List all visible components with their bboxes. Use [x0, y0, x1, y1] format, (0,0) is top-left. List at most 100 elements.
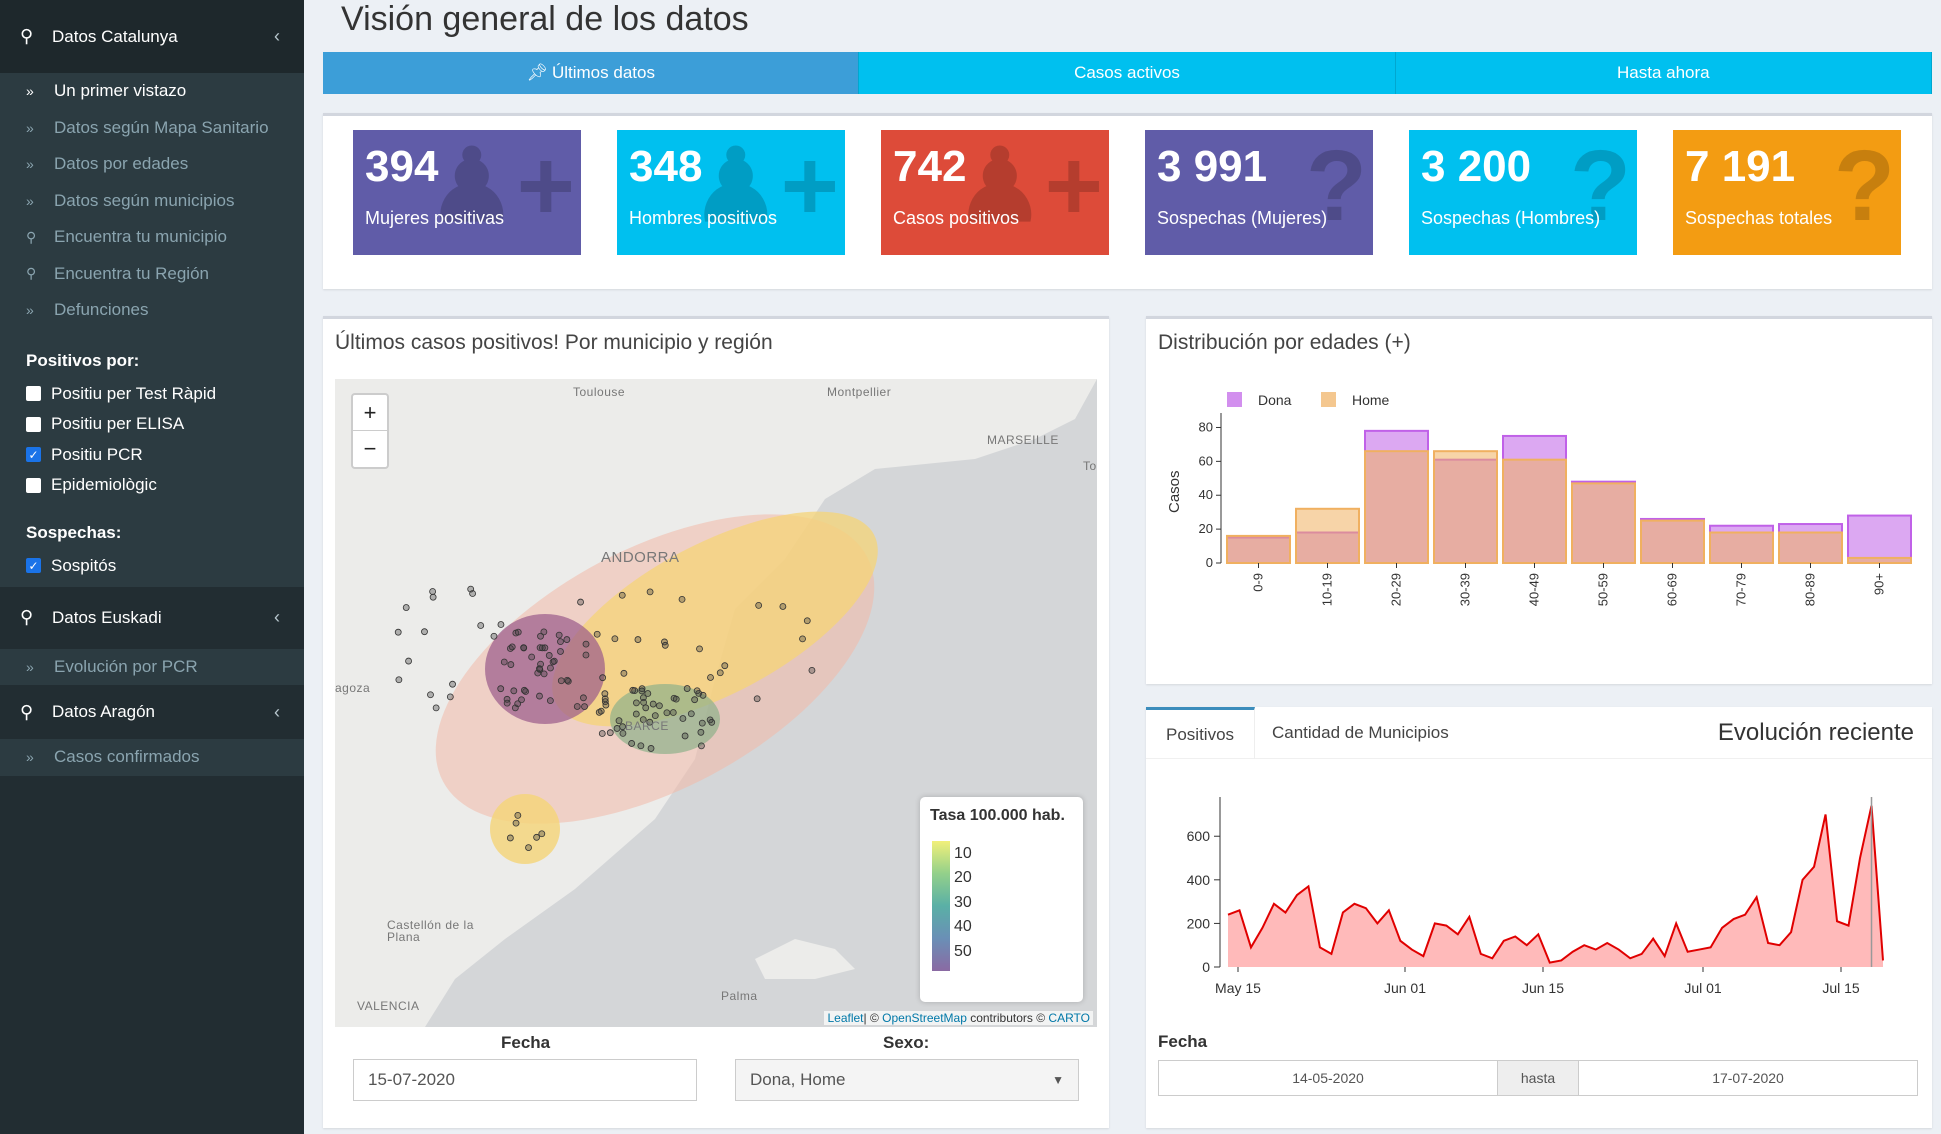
sidebar-section-aragon[interactable]: ⚲ Datos Aragón ‹ — [0, 685, 304, 739]
legend-title: Tasa 100.000 hab. — [930, 807, 1065, 824]
map-point — [647, 745, 655, 752]
checkbox-sospitos[interactable]: ✓ Sospitós — [0, 551, 304, 587]
x-tick-label: May 15 — [1215, 980, 1261, 996]
map-label-montpellier: Montpellier — [827, 385, 892, 399]
sidebar-item-encuentra-region[interactable]: ⚲ Encuentra tu Región — [0, 256, 304, 293]
legend-tick: 10 — [954, 845, 972, 862]
caret-down-icon: ▼ — [1052, 1073, 1064, 1087]
tab-label: Casos activos — [1074, 63, 1180, 82]
x-tick-label: 0-9 — [1251, 573, 1266, 592]
kpi-value: 742 — [893, 142, 967, 191]
map-point — [683, 685, 691, 692]
map[interactable]: + − Toulouse Montpellier MARSEILLE To AN… — [335, 379, 1097, 1027]
sidebar-item-edades[interactable]: » Datos por edades — [0, 146, 304, 183]
map-panel: Últimos casos positivos! Por municipio y… — [323, 316, 1109, 1128]
sidebar-section-label: Datos Catalunya — [52, 26, 178, 46]
double-chevron-icon: » — [26, 192, 34, 209]
tab-casos-activos[interactable]: Casos activos — [859, 52, 1396, 94]
sidebar-item-mapa-sanitario[interactable]: » Datos según Mapa Sanitario — [0, 110, 304, 147]
map-point — [506, 834, 514, 842]
checkbox-icon[interactable] — [26, 477, 41, 493]
bar-home — [1847, 556, 1912, 565]
map-point — [405, 657, 412, 665]
checkbox-test-rapid[interactable]: Positiu per Test Ràpid — [0, 379, 304, 410]
carto-link[interactable]: CARTO — [1048, 1011, 1090, 1025]
map-point — [577, 598, 584, 606]
sidebar-item-encuentra-municipio[interactable]: ⚲ Encuentra tu municipio — [0, 219, 304, 256]
sidebar-section-catalunya[interactable]: ⚲ Datos Catalunya ‹ — [0, 0, 304, 73]
zoom-out-button[interactable]: − — [363, 436, 377, 461]
map-point — [546, 697, 554, 705]
map-point — [514, 628, 522, 636]
sidebar-item-municipios[interactable]: » Datos según municipios — [0, 183, 304, 220]
map-point — [646, 718, 654, 726]
map-label-andorra: ANDORRA — [601, 549, 680, 566]
checkbox-elisa[interactable]: Positiu per ELISA — [0, 409, 304, 440]
map-point — [402, 604, 410, 611]
map-label-toulouse: Toulouse — [573, 385, 626, 399]
x-tick-label: 90+ — [1872, 573, 1887, 595]
sidebar-item-defunciones[interactable]: » Defunciones — [0, 292, 304, 329]
map-label-to: To — [1083, 459, 1097, 473]
osm-link[interactable]: OpenStreetMap — [882, 1011, 967, 1025]
checkbox-icon[interactable] — [26, 386, 41, 402]
sidebar-submenu-aragon: » Casos confirmados — [0, 739, 304, 776]
checkbox-epidemiologic[interactable]: Epidemiològic — [0, 470, 304, 501]
tab-cantidad-municipios[interactable]: Cantidad de Municipios — [1272, 723, 1449, 742]
date-to-input[interactable]: 17-07-2020 — [1578, 1060, 1918, 1096]
municipality-points — [394, 585, 816, 851]
sexo-select[interactable]: Dona, Home ▼ — [735, 1059, 1079, 1101]
x-tick-label: Jun 01 — [1384, 980, 1426, 996]
bar-home — [1433, 450, 1498, 564]
map-point — [632, 710, 640, 718]
map-point — [429, 588, 437, 595]
x-tick-label: 30-39 — [1458, 573, 1473, 606]
double-chevron-icon: » — [26, 119, 34, 136]
tab-positivos[interactable]: Positivos — [1146, 707, 1256, 759]
tab-hasta-ahora[interactable]: Hasta ahora — [1395, 52, 1932, 94]
map-label-zaragoza: agoza — [335, 681, 371, 695]
bar-home — [1502, 458, 1567, 564]
double-chevron-icon: » — [26, 749, 34, 766]
map-point — [573, 703, 581, 710]
map-point — [615, 717, 623, 725]
kpi-casos-positivos: ♟+ 742 Casos positivos — [881, 130, 1109, 255]
zoom-in-button[interactable]: + — [353, 395, 387, 431]
map-point — [540, 670, 548, 678]
map-canvas[interactable] — [335, 379, 1097, 1027]
sidebar-section-euskadi[interactable]: ⚲ Datos Euskadi ‹ — [0, 586, 304, 649]
question-icon: ? — [1569, 130, 1631, 242]
map-point — [507, 661, 515, 668]
sidebar-item-evolucion-pcr[interactable]: » Evolución por PCR — [0, 649, 304, 686]
map-point — [563, 676, 571, 684]
map-point — [619, 729, 627, 737]
map-point — [803, 617, 811, 625]
tab-label: Hasta ahora — [1617, 63, 1710, 82]
sidebar-item-casos-confirmados[interactable]: » Casos confirmados — [0, 739, 304, 776]
kpi-sospechas-totales: ? 7 191 Sospechas totales — [1673, 130, 1901, 255]
date-from-input[interactable]: 14-05-2020 — [1158, 1060, 1498, 1096]
tab-ultimos-datos[interactable]: 📌︎ Últimos datos — [323, 52, 860, 94]
checkbox-checked-icon[interactable]: ✓ — [26, 558, 41, 573]
map-point — [681, 732, 689, 740]
checkbox-pcr[interactable]: ✓ Positiu PCR — [0, 440, 304, 471]
map-point — [508, 643, 516, 651]
fecha-input[interactable]: 15-07-2020 — [353, 1059, 697, 1101]
map-point — [540, 628, 548, 636]
sidebar-item-primer-vistazo[interactable]: » Un primer vistazo — [0, 73, 304, 110]
date-range-separator: hasta — [1497, 1060, 1579, 1096]
y-tick-label: 60 — [1199, 453, 1213, 468]
map-point — [580, 694, 587, 702]
map-point — [595, 708, 603, 716]
map-point — [753, 695, 761, 703]
map-point — [547, 664, 554, 672]
bar-home — [1571, 482, 1636, 564]
legend-tick: 20 — [954, 869, 972, 886]
checkbox-icon[interactable] — [26, 416, 41, 432]
map-point — [533, 833, 541, 841]
checkbox-checked-icon[interactable]: ✓ — [26, 447, 41, 463]
leaflet-link[interactable]: Leaflet — [827, 1011, 864, 1025]
map-point — [525, 844, 532, 851]
user-plus-icon: ♟+ — [690, 130, 839, 242]
map-point — [503, 699, 511, 707]
